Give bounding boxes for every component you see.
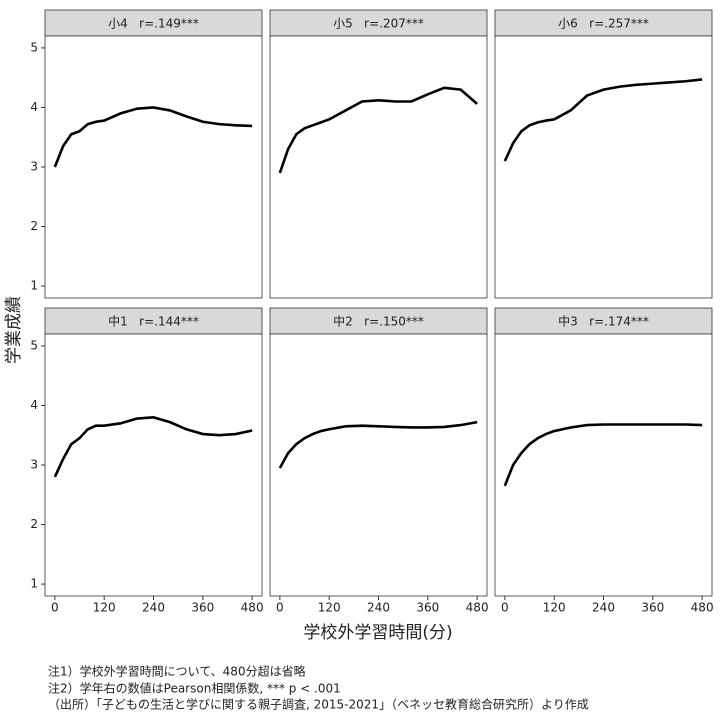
strip [269,9,488,37]
strip [44,307,263,335]
note: 注1）学校外学習時間について、480分超は省略 [48,664,306,679]
y-axis-label: 学業成績 [4,296,24,364]
x-tick-label: 240 [142,601,165,615]
x-tick-label: 240 [592,601,615,615]
x-tick-label: 360 [641,601,664,615]
x-axis-label: 学校外学習時間(分) [303,623,452,643]
y-tick-label: 5 [30,40,38,54]
smooth-line [278,420,478,469]
strip [269,307,488,335]
panel-title: 中1 r=.144*** [108,314,199,329]
panel [44,333,263,597]
y-tick-label: 3 [30,458,38,472]
smooth-line [278,86,478,174]
y-tick-label: 1 [30,577,38,591]
x-tick-label: 360 [416,601,439,615]
x-tick-label: 0 [276,601,284,615]
x-tick-label: 240 [367,601,390,615]
panel-title: 小5 r=.207*** [333,17,424,31]
smooth-line [53,106,253,168]
y-tick-label: 2 [30,517,38,531]
panel-title: 小4 r=.149*** [108,17,199,31]
note: 注2）学年右の数値はPearson相関係数, *** p < .001 [48,681,341,696]
strip [494,307,713,335]
x-tick-label: 480 [691,601,714,615]
panel [269,35,488,299]
y-tick-label: 3 [30,160,38,174]
smooth-line [503,78,703,162]
strip [494,9,713,37]
panel [44,35,263,299]
y-tick-label: 4 [30,100,38,114]
panel [269,333,488,597]
panel-title: 中2 r=.150*** [333,314,424,329]
panel-title: 中3 r=.174*** [558,314,649,329]
panel-title: 小6 r=.257*** [558,17,649,31]
y-tick-label: 2 [30,219,38,233]
x-tick-label: 120 [318,601,341,615]
y-tick-label: 5 [30,338,38,352]
x-tick-label: 120 [93,601,116,615]
panel [494,333,713,597]
x-tick-label: 0 [51,601,59,615]
smooth-line [53,416,253,478]
x-tick-label: 360 [191,601,214,615]
x-tick-label: 120 [543,601,566,615]
x-tick-label: 0 [501,601,509,615]
x-tick-label: 480 [466,601,489,615]
strip [44,9,263,37]
y-tick-label: 4 [30,398,38,412]
y-tick-label: 1 [30,279,38,293]
panel [494,35,713,299]
smooth-line [503,423,703,487]
x-tick-label: 480 [241,601,264,615]
note: （出所）「子どもの生活と学びに関する親子調査, 2015-2021」（ベネッセ教… [48,697,589,712]
